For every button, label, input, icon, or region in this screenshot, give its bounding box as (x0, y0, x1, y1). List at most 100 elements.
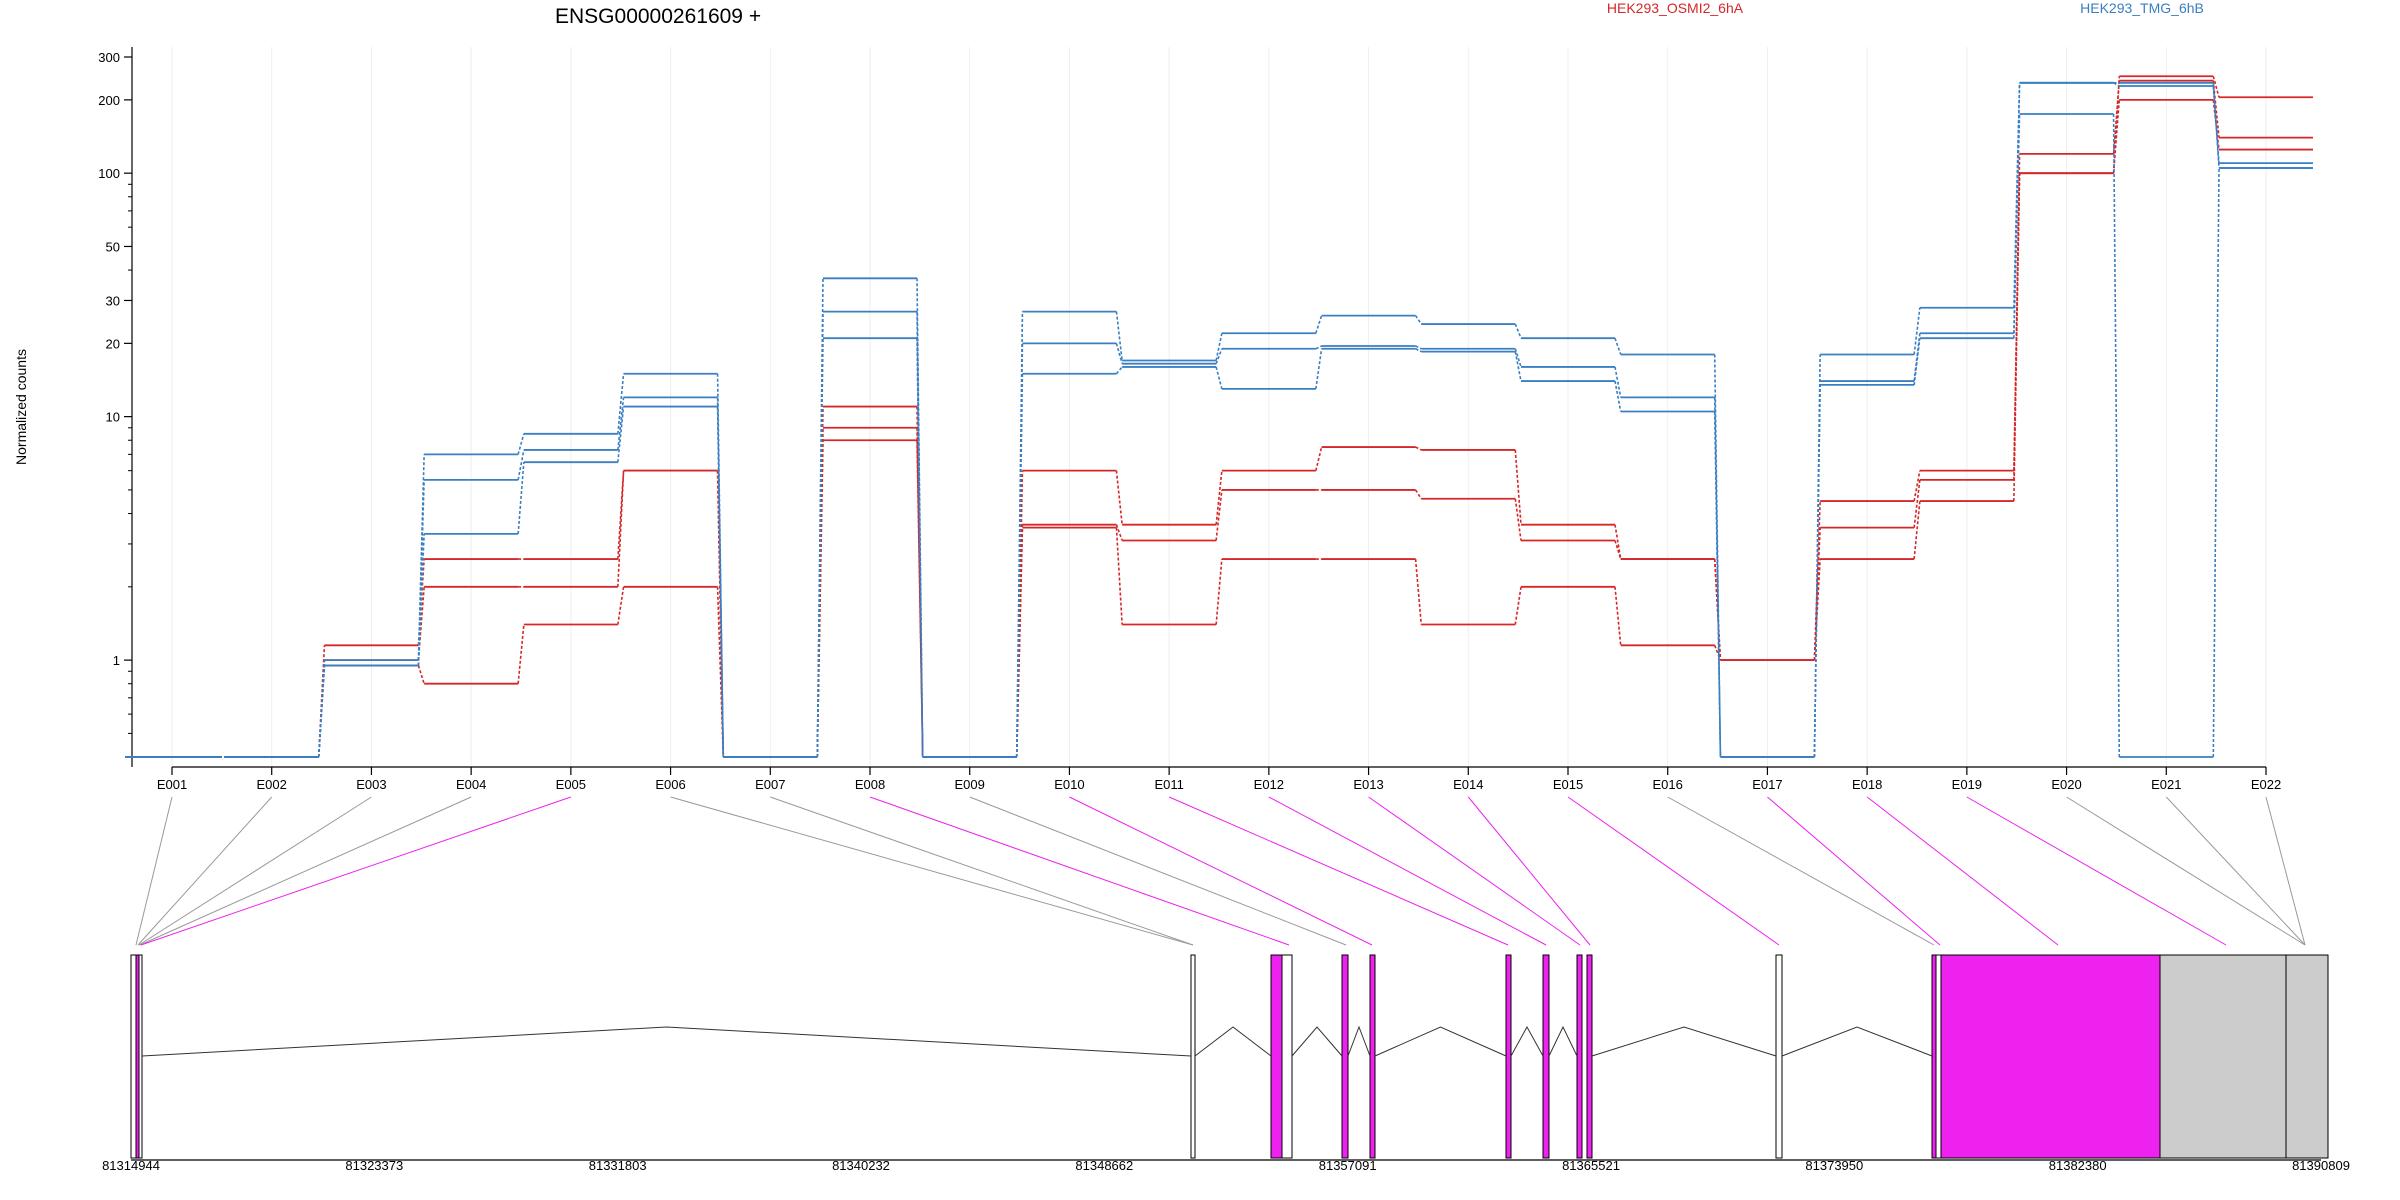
gene-intron-6 (1548, 1025, 1578, 1057)
genomic-coordinate-label: 81365521 (1562, 1158, 1620, 1173)
chart-title: ENSG00000261609 + (555, 5, 761, 28)
connector-E011 (1168, 796, 1509, 946)
connector-E003 (138, 796, 372, 946)
series-2-link (1015, 527, 1024, 758)
series-2-link (1913, 500, 1921, 560)
series-1 (125, 79, 2313, 758)
connector-E007 (770, 796, 1194, 946)
series-4-link (1115, 343, 1123, 364)
x-tick-label-E011: E011 (1154, 777, 1183, 792)
series-2-link (1115, 527, 1123, 625)
series-1-link (1115, 524, 1123, 541)
series-4-link (2113, 82, 2120, 87)
x-tick-label-E020: E020 (2051, 777, 2081, 792)
series-2-link (1215, 559, 1223, 625)
x-tick-label-E002: E002 (257, 777, 287, 792)
legend-entry-tmg: HEK293_TMG_6hB (2080, 0, 2204, 16)
y-tick-label: 20 (106, 336, 120, 351)
series-5-link (2112, 113, 2121, 758)
series-1-link (1913, 479, 1921, 528)
series-0-link (1315, 446, 1323, 471)
connector-E020 (2066, 796, 2306, 946)
connector-E009 (969, 796, 1347, 946)
connector-E021 (2165, 796, 2306, 946)
x-tick-label-E018: E018 (1852, 777, 1882, 792)
series-5-link (1614, 380, 1622, 412)
connector-E016 (1667, 796, 1935, 946)
x-tick-label-E001: E001 (157, 777, 187, 792)
y-tick-label: 200 (98, 93, 120, 108)
gene-exon-box-7 (1369, 954, 1376, 1159)
series-layer (125, 75, 2313, 758)
x-tick-label-E010: E010 (1054, 777, 1084, 792)
series-5-link (517, 462, 525, 534)
gene-intron-4 (1374, 1026, 1507, 1057)
series-5 (125, 113, 2313, 758)
series-0-link (1415, 446, 1422, 451)
connector-E006 (670, 796, 1194, 946)
series-5-link (1713, 411, 1722, 758)
gene-exon-box-9 (1542, 954, 1550, 1159)
x-tick-label-E014: E014 (1453, 777, 1483, 792)
series-3-link (517, 433, 525, 455)
series-0-link (1913, 470, 1921, 502)
gene-exon-box-12 (1775, 954, 1783, 1159)
gene-intron-8 (1781, 1026, 1933, 1057)
series-5-link (1115, 366, 1123, 375)
series-4-link (1415, 345, 1422, 350)
gene-intron-7 (1591, 1026, 1777, 1057)
series-2 (125, 98, 2313, 758)
series-1-link (2212, 80, 2220, 138)
series-0-link (2212, 76, 2220, 98)
series-2-link (1514, 586, 1522, 625)
gene-exon-box-13 (1931, 954, 1937, 1159)
series-5-link (1913, 338, 1921, 386)
gene-exon-box-4 (1270, 954, 1283, 1159)
x-tick-label-E012: E012 (1254, 777, 1284, 792)
genomic-coordinate-label: 81348662 (1075, 1158, 1133, 1173)
gene-model: 81314944 81323373 81331803 81340232 81348662… (102, 954, 2350, 1173)
series-5-link (1015, 373, 1024, 758)
series-0-link (1514, 449, 1522, 525)
genomic-coordinate-label: 81357091 (1319, 1158, 1377, 1173)
series-1-link (1813, 527, 1821, 661)
connector-E022 (2265, 796, 2306, 946)
gene-exon-box-0 (130, 954, 137, 1159)
x-tick-label-E021: E021 (2151, 777, 2181, 792)
x-tick-label-E008: E008 (855, 777, 885, 792)
connector-E004 (139, 796, 472, 946)
connector-E013 (1368, 796, 1581, 946)
series-4-link (617, 397, 625, 451)
series-3 (125, 81, 2313, 758)
gene-intron-5 (1510, 1025, 1544, 1057)
series-3-link (1315, 315, 1323, 334)
series-4-link (517, 449, 525, 481)
connector-E008 (869, 796, 1290, 946)
y-axis: 1 10 20 30 50 100 200 300 (98, 47, 133, 767)
connector-E015 (1567, 796, 1780, 946)
series-3-link (1414, 315, 1422, 325)
series-4 (125, 81, 2313, 758)
series-2-link (517, 624, 525, 684)
connector-E017 (1767, 796, 1941, 946)
gene-exon-box-15 (1940, 954, 2161, 1159)
x-tick-label-E015: E015 (1553, 777, 1583, 792)
x-tick-label-E013: E013 (1353, 777, 1383, 792)
x-tick-label-E017: E017 (1752, 777, 1782, 792)
connector-E019 (1966, 796, 2227, 946)
series-5-link (1813, 384, 1821, 758)
series-3-link (1115, 311, 1123, 361)
series-4-link (2212, 85, 2220, 164)
series-0 (125, 75, 2313, 758)
genomic-coordinate-label: 81323373 (345, 1158, 403, 1173)
gene-intron-0 (141, 1026, 1192, 1057)
exon-connectors (135, 796, 2306, 946)
series-1-link (1414, 489, 1422, 500)
series-4-link (1514, 348, 1522, 368)
series-1-link (1514, 498, 1522, 541)
series-4-link (1913, 333, 1921, 382)
series-1-link (816, 427, 824, 758)
series-2-link (1614, 586, 1622, 646)
gene-exon-box-11 (1586, 954, 1593, 1159)
